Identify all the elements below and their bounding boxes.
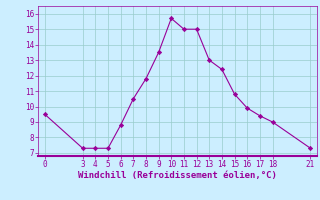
X-axis label: Windchill (Refroidissement éolien,°C): Windchill (Refroidissement éolien,°C) [78, 171, 277, 180]
